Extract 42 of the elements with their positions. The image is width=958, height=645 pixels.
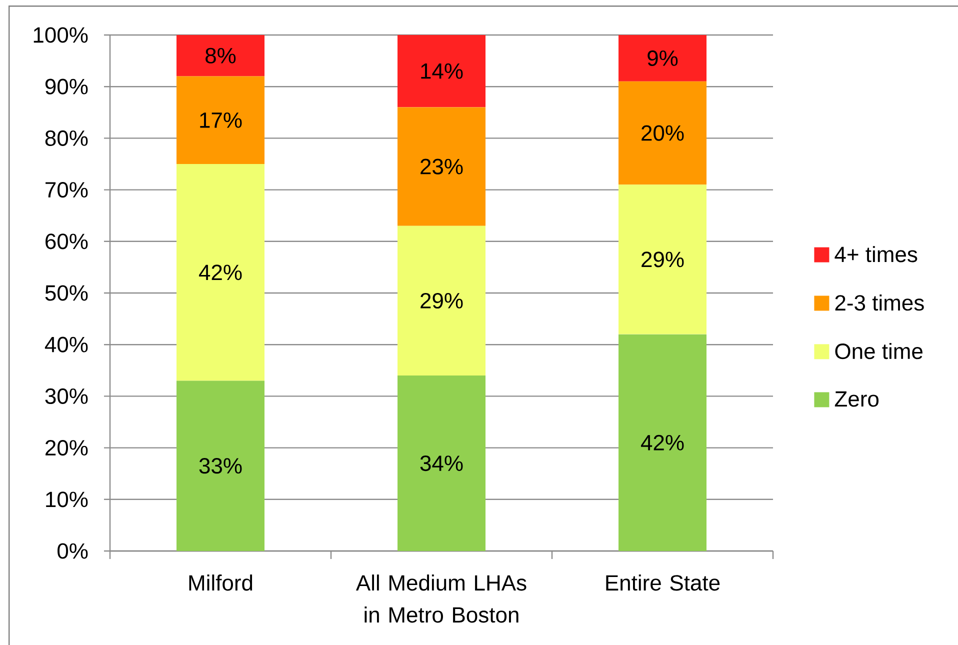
y-tick-label: 40% — [44, 336, 88, 352]
x-tick-label: Milford — [189, 574, 252, 591]
y-tick-label: 60% — [46, 234, 88, 250]
data-label: 34% — [420, 455, 463, 472]
data-label: 23% — [420, 158, 463, 174]
legend-label: One time — [835, 342, 922, 360]
legend-label: Zero — [834, 391, 879, 407]
data-label: 14% — [421, 63, 463, 79]
data-label: 20% — [642, 125, 684, 141]
y-tick-label: 90% — [45, 78, 88, 94]
y-tick-label: 10% — [46, 492, 88, 508]
bar — [176, 380, 264, 551]
y-tick-label: 30% — [45, 388, 88, 404]
y-tick-label: 20% — [46, 440, 88, 456]
y-tick-label: 100% — [34, 27, 88, 43]
data-label: 9% — [648, 50, 678, 66]
bar — [618, 184, 707, 334]
data-label: 17% — [200, 112, 242, 128]
data-label: 8% — [206, 48, 236, 64]
y-tick-label: 50% — [45, 285, 88, 301]
bar — [176, 76, 264, 164]
y-tick-label: 70% — [46, 182, 88, 198]
data-label: 42% — [640, 434, 684, 450]
x-tick-label: All Medium LHAs in Metro Boston — [356, 574, 526, 623]
y-tick-label: 80% — [45, 130, 88, 146]
legend-label: 2-3 times — [835, 294, 924, 311]
bar — [176, 164, 264, 381]
bar — [398, 226, 486, 376]
x-tick-label: Entire State — [606, 574, 720, 591]
bar — [398, 34, 486, 108]
data-label: 42% — [198, 264, 242, 280]
data-label: 29% — [420, 292, 463, 309]
data-label: 33% — [199, 458, 242, 474]
bar — [176, 34, 264, 76]
legend-label: 4+ times — [834, 246, 918, 262]
bar — [398, 107, 486, 226]
bar — [618, 34, 707, 82]
data-label: 29% — [642, 252, 684, 268]
y-tick-label: 0% — [58, 543, 88, 559]
bar — [618, 334, 707, 551]
bar — [618, 81, 707, 185]
bar — [398, 376, 486, 551]
